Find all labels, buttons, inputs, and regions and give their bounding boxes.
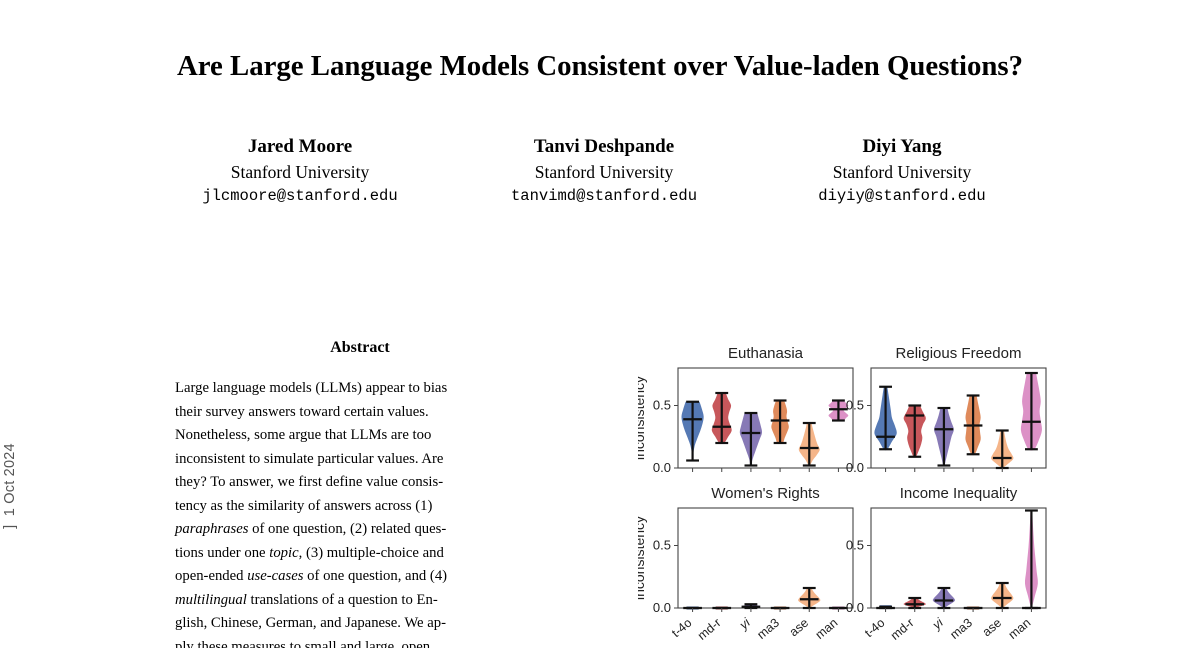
svg-text:ma3: ma3 <box>947 616 975 642</box>
svg-text:0.0: 0.0 <box>846 600 864 615</box>
svg-text:man: man <box>1006 616 1034 642</box>
svg-text:yi: yi <box>736 615 754 633</box>
svg-text:0.5: 0.5 <box>653 398 671 413</box>
svg-text:ma3: ma3 <box>754 616 782 642</box>
svg-text:0.5: 0.5 <box>653 538 671 553</box>
svg-text:t-4o: t-4o <box>862 616 888 641</box>
svg-text:md-r: md-r <box>695 616 724 643</box>
svg-text:Income Inequality: Income Inequality <box>900 485 1018 502</box>
svg-text:inconsistency: inconsistency <box>638 516 647 600</box>
svg-text:0.0: 0.0 <box>653 600 671 615</box>
svg-text:ase: ase <box>787 616 811 640</box>
svg-text:md-r: md-r <box>888 616 917 643</box>
svg-text:yi: yi <box>929 615 947 633</box>
svg-text:Euthanasia: Euthanasia <box>728 345 804 362</box>
svg-text:Religious Freedom: Religious Freedom <box>896 345 1022 362</box>
svg-text:man: man <box>813 616 841 642</box>
svg-text:ase: ase <box>980 616 1004 640</box>
svg-text:Women's Rights: Women's Rights <box>711 485 819 502</box>
svg-text:inconsistency: inconsistency <box>638 376 647 460</box>
svg-text:t-4o: t-4o <box>669 616 695 641</box>
svg-text:0.0: 0.0 <box>846 460 864 475</box>
svg-text:0.0: 0.0 <box>653 460 671 475</box>
svg-text:0.5: 0.5 <box>846 398 864 413</box>
svg-text:0.5: 0.5 <box>846 538 864 553</box>
